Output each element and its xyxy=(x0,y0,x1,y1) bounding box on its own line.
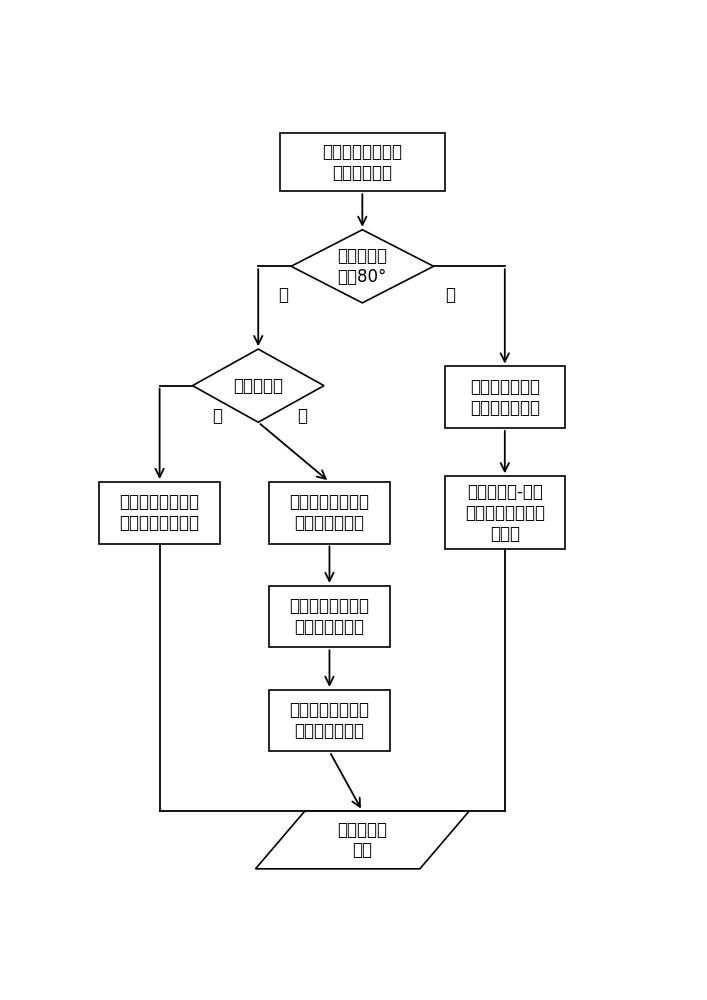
Text: 利用中红外-热红
外通道亮温差实现
云检测: 利用中红外-热红 外通道亮温差实现 云检测 xyxy=(464,483,545,542)
Text: 太阳天顶角
小于80°: 太阳天顶角 小于80° xyxy=(337,247,387,286)
FancyBboxPatch shape xyxy=(280,133,445,191)
FancyBboxPatch shape xyxy=(269,586,390,647)
FancyBboxPatch shape xyxy=(445,366,565,428)
FancyBboxPatch shape xyxy=(445,476,565,549)
Polygon shape xyxy=(291,230,433,303)
Text: 是: 是 xyxy=(212,407,222,425)
Text: 否: 否 xyxy=(297,407,307,425)
Text: 利用热红外通道
阈值实现云检测: 利用热红外通道 阈值实现云检测 xyxy=(469,378,540,417)
Text: 是: 是 xyxy=(278,286,288,304)
Polygon shape xyxy=(192,349,324,422)
Text: 最终云检测
结果: 最终云检测 结果 xyxy=(337,821,387,859)
Polygon shape xyxy=(255,811,469,869)
FancyBboxPatch shape xyxy=(269,690,390,751)
Text: 利用光谱识别法实
现第三层云检测: 利用光谱识别法实 现第三层云检测 xyxy=(289,701,370,740)
Text: 静止卫星可见光及
红外通道影像: 静止卫星可见光及 红外通道影像 xyxy=(322,143,402,182)
Text: 利用时间差分法实
现第一层云检测: 利用时间差分法实 现第一层云检测 xyxy=(289,493,370,532)
FancyBboxPatch shape xyxy=(99,482,220,544)
Text: 第一幅影像: 第一幅影像 xyxy=(233,377,284,395)
FancyBboxPatch shape xyxy=(269,482,390,544)
Text: 利用动态阈值法实
现第二层云检测: 利用动态阈值法实 现第二层云检测 xyxy=(289,597,370,636)
Text: 通过反演的光学厚
度阈值实现云检测: 通过反演的光学厚 度阈值实现云检测 xyxy=(119,493,199,532)
Text: 否: 否 xyxy=(445,286,455,304)
